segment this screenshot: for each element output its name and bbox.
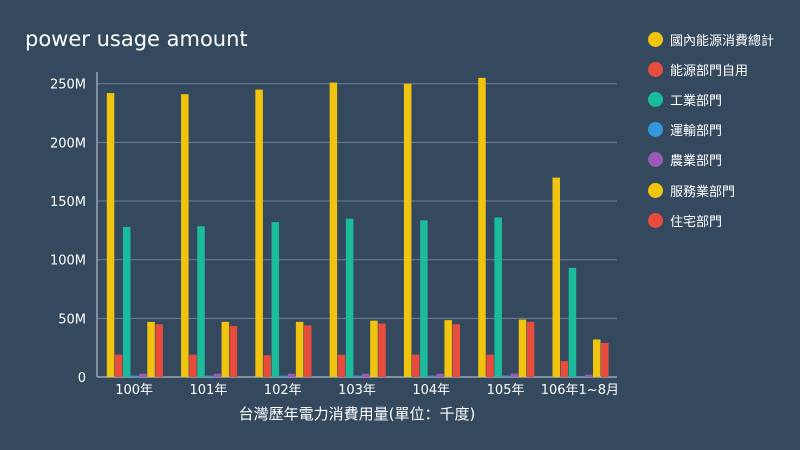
bar [345, 218, 354, 377]
bar [494, 217, 502, 377]
bar [197, 226, 205, 377]
bar [131, 375, 139, 377]
y-tick-label: 0 [78, 371, 86, 386]
bar [353, 375, 362, 377]
legend-item[interactable]: 運輸部門 [648, 115, 774, 145]
bar [412, 354, 420, 377]
bar [362, 373, 370, 377]
bar [518, 319, 527, 377]
bar [106, 93, 115, 377]
legend-item[interactable]: 住宅部門 [648, 205, 774, 235]
x-axis-title: 台灣歷年電力消費用量(單位：千度) [239, 405, 476, 423]
bar [287, 373, 296, 377]
bar [403, 83, 412, 377]
legend-item[interactable]: 農業部門 [648, 145, 774, 175]
bar [181, 94, 189, 378]
bar [155, 324, 163, 377]
legend-label: 運輸部門 [670, 124, 723, 140]
x-tick-label: 105年 [487, 383, 525, 398]
bar [213, 373, 221, 377]
bar [552, 177, 561, 377]
y-tick-label: 100M [50, 254, 86, 269]
bar [329, 82, 338, 378]
legend-swatch [648, 212, 663, 228]
bar [114, 354, 123, 377]
bar [452, 324, 461, 377]
legend-label: 能源部門自用 [670, 63, 749, 79]
bar [420, 220, 428, 377]
bar [502, 375, 511, 377]
legend-label: 農業部門 [670, 154, 723, 170]
y-tick-label: 50M [58, 312, 86, 327]
y-tick-label: 200M [50, 136, 86, 151]
x-tick-label: 102年 [264, 383, 302, 398]
bar [139, 373, 147, 377]
bar [122, 226, 131, 377]
x-tick-label: 106年1~8月 [541, 383, 619, 398]
legend-label: 住宅部門 [670, 214, 723, 230]
bar [560, 361, 569, 377]
bar [526, 321, 535, 377]
bar [189, 354, 197, 377]
bar [279, 375, 288, 377]
legend-label: 服務業部門 [670, 184, 736, 200]
legend-swatch [648, 122, 663, 138]
x-tick-label: 100年 [115, 383, 153, 398]
bar [271, 222, 280, 377]
bar [205, 375, 213, 377]
bar [378, 323, 386, 377]
bar [436, 373, 444, 377]
legend-swatch [648, 91, 663, 107]
bar [147, 321, 155, 377]
bar [295, 321, 304, 377]
y-tick-label: 150M [50, 195, 86, 210]
legend: 國內能源消費總計 能源部門自用 工業部門運輸部門農業部門服務業部門住宅部門 [648, 24, 774, 235]
legend-item[interactable]: 能源部門自用 [648, 54, 774, 84]
legend-item[interactable]: 服務業部門 [648, 175, 774, 205]
bar [221, 321, 230, 377]
legend-swatch [648, 61, 663, 77]
x-tick-label: 104年 [412, 383, 450, 398]
bar [370, 320, 378, 377]
x-tick-label: 101年 [190, 383, 228, 398]
x-tick-label: 103年 [338, 383, 376, 398]
bar [444, 320, 452, 377]
bar [486, 354, 494, 377]
legend-item[interactable]: 國內能源消費總計 [648, 24, 774, 54]
bar [576, 376, 585, 377]
bar [263, 355, 271, 377]
legend-swatch [648, 152, 663, 168]
bar [428, 375, 436, 377]
bar [229, 325, 238, 377]
bar [593, 339, 601, 377]
bar [510, 373, 519, 377]
legend-label: 工業部門 [670, 93, 723, 109]
bar [584, 374, 593, 377]
legend-item[interactable]: 工業部門 [648, 84, 774, 114]
legend-swatch [648, 31, 663, 47]
bar [601, 342, 609, 377]
bar [568, 267, 577, 377]
legend-label: 國內能源消費總計 [670, 33, 775, 49]
legend-swatch [648, 182, 663, 198]
bar [255, 89, 263, 377]
bar [337, 354, 346, 377]
bar [478, 77, 486, 377]
bar [303, 325, 312, 377]
y-tick-label: 250M [50, 78, 86, 93]
chart-title: power usage amount [25, 27, 248, 51]
